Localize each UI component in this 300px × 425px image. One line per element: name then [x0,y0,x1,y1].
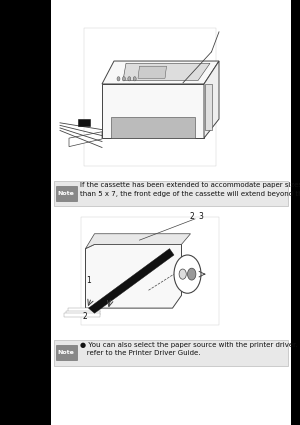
Polygon shape [123,63,210,81]
Text: 3: 3 [198,212,203,221]
Circle shape [128,76,131,81]
Text: ● You can also select the paper source with the printer driver. For details,
   : ● You can also select the paper source w… [80,342,300,356]
FancyBboxPatch shape [54,181,288,206]
Text: Note: Note [58,191,75,196]
Circle shape [133,76,136,81]
Polygon shape [85,234,190,249]
Polygon shape [102,61,219,84]
Text: 2: 2 [82,312,87,321]
Text: 2: 2 [189,212,194,221]
Polygon shape [68,308,100,312]
Text: 1: 1 [86,276,91,285]
FancyBboxPatch shape [81,217,219,325]
FancyBboxPatch shape [84,28,216,166]
FancyBboxPatch shape [206,84,212,130]
Polygon shape [69,132,102,147]
FancyBboxPatch shape [51,0,291,425]
Polygon shape [85,244,182,308]
FancyBboxPatch shape [56,186,76,201]
Polygon shape [204,61,219,138]
Polygon shape [78,119,90,126]
Polygon shape [64,313,100,317]
Polygon shape [66,311,100,315]
Polygon shape [102,84,204,138]
Circle shape [174,255,201,293]
Polygon shape [111,117,195,138]
Text: Note: Note [58,350,75,355]
Polygon shape [88,249,174,313]
Circle shape [122,76,125,81]
Circle shape [179,269,186,279]
Polygon shape [138,66,166,78]
FancyBboxPatch shape [54,340,288,366]
FancyBboxPatch shape [56,345,76,360]
Text: If the cassette has been extended to accommodate paper sizes larger
than 5 x 7, : If the cassette has been extended to acc… [80,182,300,197]
Circle shape [188,268,196,280]
Circle shape [117,76,120,81]
